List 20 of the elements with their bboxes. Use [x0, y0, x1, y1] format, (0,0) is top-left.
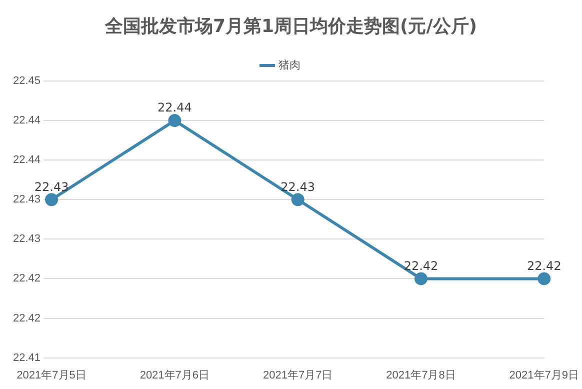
data-label: 22.44 [158, 100, 192, 115]
y-tick-label: 22.43 [12, 233, 41, 246]
data-label: 22.42 [404, 258, 438, 273]
y-tick-label: 22.44 [12, 154, 41, 166]
y-tick-label: 22.44 [12, 114, 41, 127]
y-tick-label: 22.41 [12, 352, 41, 364]
y-tick-label: 22.45 [12, 75, 41, 88]
y-tick-label: 22.42 [12, 272, 41, 285]
data-label: 22.42 [526, 258, 562, 273]
x-tick-label: 2021年7月7日 [262, 369, 333, 382]
legend-label: 猪肉 [278, 58, 300, 72]
chart-title: 全国批发市场7月第1周日均价走势图(元/公斤) [104, 15, 478, 38]
y-tick-label: 22.42 [12, 312, 41, 324]
data-label: 22.43 [34, 180, 69, 194]
x-tick-label: 2021年7月9日 [509, 369, 580, 382]
x-tick-label: 2021年7月5日 [16, 369, 86, 382]
x-tick-label: 2021年7月6日 [140, 369, 210, 382]
x-tick-label: 2021年7月8日 [386, 369, 456, 382]
y-tick-label: 22.43 [12, 194, 41, 206]
data-label: 22.43 [280, 180, 316, 194]
